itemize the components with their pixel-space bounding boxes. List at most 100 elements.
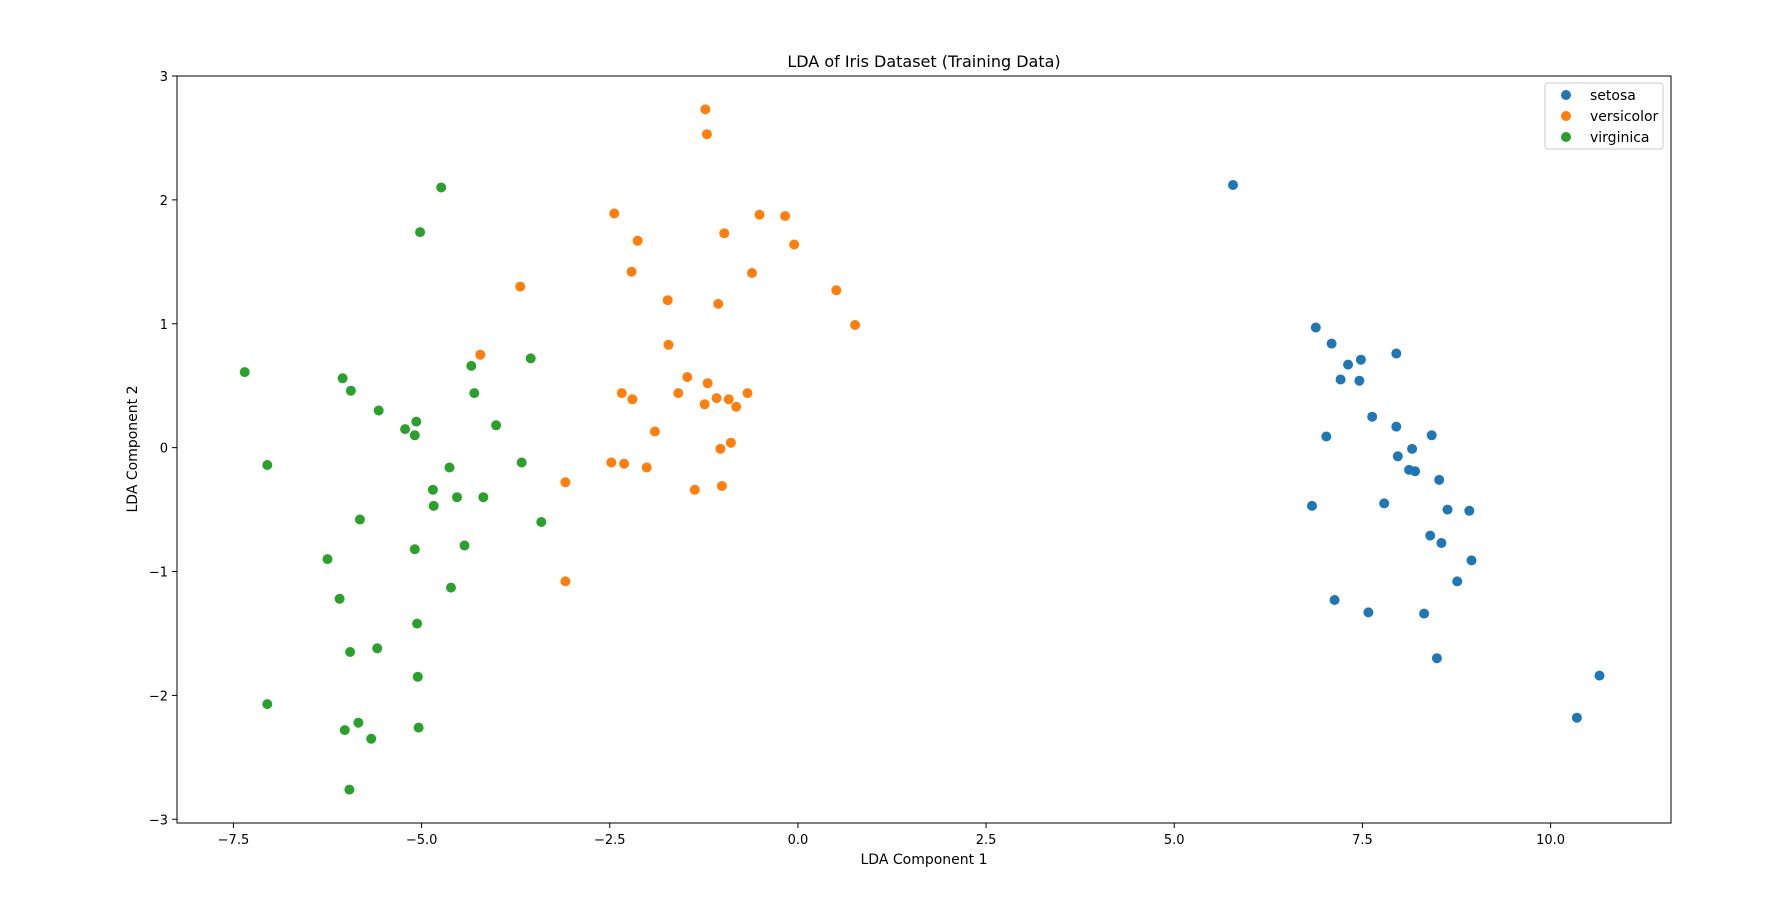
point-virginica-10 xyxy=(400,424,411,435)
x-tick-label: 10.0 xyxy=(1536,833,1565,848)
point-setosa-10 xyxy=(1391,421,1402,432)
point-virginica-23 xyxy=(409,544,420,555)
point-virginica-29 xyxy=(372,643,383,654)
point-versicolor-2 xyxy=(609,208,620,219)
point-versicolor-0 xyxy=(700,104,711,115)
point-setosa-30 xyxy=(1571,712,1582,723)
point-setosa-27 xyxy=(1419,608,1430,619)
point-versicolor-1 xyxy=(701,129,712,140)
point-versicolor-29 xyxy=(715,443,726,454)
point-virginica-4 xyxy=(345,385,356,396)
point-setosa-12 xyxy=(1407,443,1418,454)
point-versicolor-15 xyxy=(663,339,674,350)
plot-frame xyxy=(176,75,1672,824)
point-virginica-11 xyxy=(409,430,420,441)
point-virginica-8 xyxy=(373,405,384,416)
point-versicolor-35 xyxy=(716,481,727,491)
x-tick-label: −5.0 xyxy=(406,833,438,848)
point-setosa-9 xyxy=(1321,431,1332,442)
point-versicolor-20 xyxy=(627,394,638,405)
point-versicolor-18 xyxy=(702,378,713,389)
x-tick-label: 2.5 xyxy=(976,833,997,848)
point-setosa-16 xyxy=(1434,474,1445,485)
point-virginica-33 xyxy=(339,725,350,736)
point-versicolor-36 xyxy=(560,576,571,587)
point-setosa-22 xyxy=(1436,538,1447,548)
point-setosa-11 xyxy=(1426,430,1437,441)
point-versicolor-7 xyxy=(789,239,800,250)
point-versicolor-6 xyxy=(719,228,730,239)
point-versicolor-26 xyxy=(731,401,742,412)
x-tick-label: 5.0 xyxy=(1164,833,1185,848)
y-tick-label: 0 xyxy=(160,442,168,457)
point-setosa-25 xyxy=(1329,595,1340,605)
point-virginica-28 xyxy=(345,647,356,657)
point-versicolor-22 xyxy=(711,393,722,404)
y-axis: −3 −2 −1 0 1 2 3 xyxy=(149,70,177,828)
point-setosa-7 xyxy=(1354,375,1365,386)
point-virginica-16 xyxy=(427,484,438,495)
legend-marker-virginica xyxy=(1561,132,1571,142)
point-virginica-7 xyxy=(469,388,480,399)
point-versicolor-25 xyxy=(699,399,710,410)
y-tick-label: −3 xyxy=(149,813,168,828)
point-versicolor-11 xyxy=(831,285,842,296)
point-setosa-17 xyxy=(1307,500,1317,511)
y-axis-label: LDA Component 2 xyxy=(125,386,141,513)
point-setosa-4 xyxy=(1355,354,1366,365)
point-versicolor-23 xyxy=(723,394,734,405)
point-versicolor-32 xyxy=(641,462,652,473)
legend-marker-setosa xyxy=(1561,90,1571,100)
point-virginica-35 xyxy=(366,733,377,744)
point-setosa-21 xyxy=(1425,530,1436,541)
point-setosa-3 xyxy=(1343,359,1354,370)
point-virginica-1 xyxy=(415,227,426,238)
legend-label-virginica: virginica xyxy=(1590,130,1650,146)
point-versicolor-16 xyxy=(475,349,486,360)
point-virginica-6 xyxy=(525,353,536,364)
point-versicolor-5 xyxy=(632,235,643,246)
point-versicolor-14 xyxy=(850,320,861,330)
point-setosa-13 xyxy=(1392,451,1403,462)
point-setosa-2 xyxy=(1326,338,1337,349)
point-virginica-18 xyxy=(478,492,489,503)
y-tick-label: −1 xyxy=(149,566,168,581)
point-virginica-34 xyxy=(413,722,424,733)
point-versicolor-30 xyxy=(606,457,617,468)
legend-marker-versicolor xyxy=(1561,111,1571,121)
legend-label-versicolor: versicolor xyxy=(1590,109,1659,125)
point-virginica-2 xyxy=(239,367,250,378)
point-setosa-24 xyxy=(1452,576,1463,587)
point-versicolor-8 xyxy=(515,281,526,292)
point-virginica-13 xyxy=(262,460,273,470)
x-tick-label: 0.0 xyxy=(788,833,809,848)
legend: setosa versicolor virginica xyxy=(1544,82,1664,150)
x-axis: −7.5 −5.0 −2.5 0.0 2.5 5.0 7.5 10.0 xyxy=(218,823,1565,848)
x-tick-label: −7.5 xyxy=(218,833,250,848)
point-virginica-9 xyxy=(411,416,422,427)
point-setosa-28 xyxy=(1431,653,1442,664)
point-versicolor-21 xyxy=(673,388,684,399)
point-setosa-19 xyxy=(1442,504,1453,515)
point-setosa-29 xyxy=(1594,670,1605,681)
chart-title: LDA of Iris Dataset (Training Data) xyxy=(787,52,1060,71)
point-versicolor-12 xyxy=(662,295,673,306)
point-virginica-31 xyxy=(262,699,273,710)
point-virginica-0 xyxy=(436,182,447,193)
point-versicolor-33 xyxy=(560,477,571,488)
point-setosa-6 xyxy=(1335,374,1346,385)
point-virginica-21 xyxy=(536,517,547,527)
x-axis-label: LDA Component 1 xyxy=(861,852,988,868)
point-versicolor-28 xyxy=(725,437,736,448)
point-versicolor-24 xyxy=(742,388,753,399)
x-tick-label: −2.5 xyxy=(594,833,626,848)
point-versicolor-34 xyxy=(689,484,700,495)
point-virginica-27 xyxy=(412,618,423,629)
x-tick-label: 7.5 xyxy=(1352,833,1373,848)
legend-box xyxy=(1544,82,1664,150)
y-tick-label: −2 xyxy=(149,689,168,704)
point-virginica-25 xyxy=(446,582,456,593)
y-tick-label: 2 xyxy=(160,194,168,209)
point-setosa-5 xyxy=(1391,348,1402,359)
